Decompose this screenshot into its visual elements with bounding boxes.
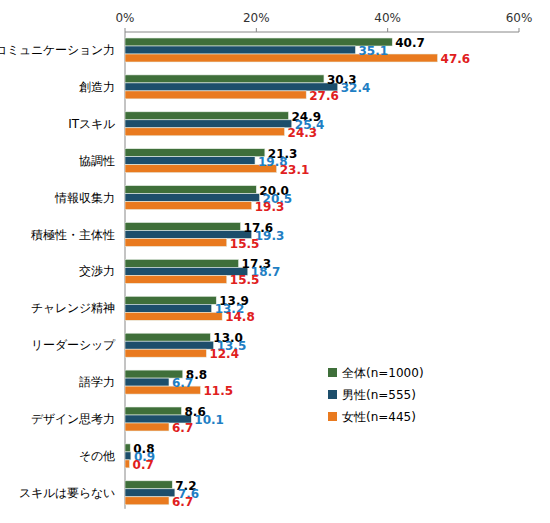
category-label: その他 xyxy=(79,449,115,463)
category-label: スキルは要らない xyxy=(19,486,115,500)
data-label: 14.8 xyxy=(225,310,255,324)
bar xyxy=(125,378,169,386)
category-label: デザイン思考力 xyxy=(31,412,115,426)
category-label: 語学力 xyxy=(79,375,115,389)
bar xyxy=(125,423,169,431)
legend-swatch xyxy=(328,412,337,421)
bar xyxy=(125,128,285,136)
bar xyxy=(125,497,169,505)
bar xyxy=(125,275,227,283)
bar xyxy=(125,149,265,157)
data-label: 47.6 xyxy=(441,52,471,66)
data-label: 40.7 xyxy=(395,36,425,50)
bar xyxy=(125,349,206,357)
legend-label: 女性(n=445) xyxy=(342,410,416,424)
category-label: 協調性 xyxy=(79,154,115,168)
category-label: 交渉力 xyxy=(79,264,115,278)
bar xyxy=(125,489,175,497)
data-label: 15.5 xyxy=(230,273,260,287)
data-labels: 40.735.147.630.332.427.624.925.424.321.3… xyxy=(133,36,471,509)
bar xyxy=(125,194,260,202)
bar xyxy=(125,112,289,120)
bar xyxy=(125,259,239,267)
tick-mark xyxy=(519,28,520,32)
data-label: 35.1 xyxy=(358,44,388,58)
data-label: 15.5 xyxy=(230,237,260,251)
tick-label: 0% xyxy=(115,11,134,25)
category-label: 情報収集力 xyxy=(54,191,115,205)
bar xyxy=(125,157,255,165)
bar xyxy=(125,444,130,452)
legend-label: 男性(n=555) xyxy=(342,388,416,402)
data-label: 6.7 xyxy=(172,376,193,390)
bar xyxy=(125,202,252,210)
bar xyxy=(125,239,227,247)
bar xyxy=(125,91,306,99)
data-label: 24.3 xyxy=(288,126,318,140)
tick-label: 40% xyxy=(374,11,401,25)
tick-mark xyxy=(125,28,126,32)
category-label: 創造力 xyxy=(79,80,115,94)
bar xyxy=(125,165,277,173)
bar xyxy=(125,120,292,128)
bar xyxy=(125,75,324,83)
legend: 全体(n=1000) 男性(n=555) 女性(n=445) xyxy=(328,366,424,424)
bar xyxy=(125,452,131,460)
category-label: リーダーシップ xyxy=(31,338,116,352)
bar xyxy=(125,38,392,46)
tick-label: 20% xyxy=(243,11,270,25)
data-label: 10.1 xyxy=(194,413,224,427)
bar xyxy=(125,186,256,194)
bar xyxy=(125,481,172,489)
data-label: 19.3 xyxy=(255,200,285,214)
bar xyxy=(125,341,214,349)
x-axis xyxy=(125,32,519,33)
bars xyxy=(125,38,438,505)
data-label: 12.4 xyxy=(209,347,239,361)
data-label: 23.1 xyxy=(280,163,310,177)
category-label: ITスキル xyxy=(68,117,115,131)
bar xyxy=(125,460,130,468)
bar xyxy=(125,333,210,341)
bar xyxy=(125,304,212,312)
bar xyxy=(125,46,355,54)
bar xyxy=(125,54,438,62)
bar xyxy=(125,407,181,415)
data-label: 6.7 xyxy=(172,495,193,509)
legend-swatch xyxy=(328,390,337,399)
category-label: コミュニケーション力 xyxy=(0,43,115,57)
tick-mark xyxy=(256,28,257,32)
category-label: チャレンジ精神 xyxy=(31,301,115,315)
bar xyxy=(125,296,216,304)
tick-mark xyxy=(387,28,388,32)
legend-swatch xyxy=(328,368,337,377)
tick-label: 60% xyxy=(506,11,533,25)
bar xyxy=(125,83,338,91)
data-label: 0.7 xyxy=(133,458,154,472)
data-label: 11.5 xyxy=(204,384,234,398)
category-label: 積極性・主体性 xyxy=(31,228,115,242)
legend-label: 全体(n=1000) xyxy=(342,366,424,380)
data-label: 27.6 xyxy=(309,89,339,103)
bar xyxy=(125,223,241,231)
data-label: 6.7 xyxy=(172,421,193,435)
bar xyxy=(125,312,222,320)
data-label: 32.4 xyxy=(341,81,371,95)
chart: 0%20%40%60%40.735.147.630.332.427.624.92… xyxy=(0,0,550,523)
